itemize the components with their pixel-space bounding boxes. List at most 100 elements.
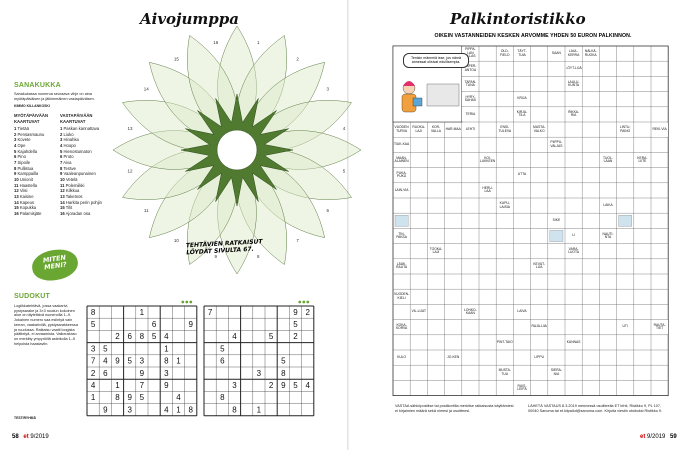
sudoku-digit: 6 — [152, 320, 157, 329]
clue-number: 9 — [14, 171, 17, 177]
clue: OLD-FIELD — [496, 46, 513, 61]
clue-text: Aiva — [63, 160, 72, 166]
clue-item: 10 Vetelä — [60, 177, 112, 183]
sudoku-digit: 5 — [293, 381, 298, 390]
clue: ENSI-TULEVA — [496, 122, 513, 137]
sudoku-digit: 8 — [164, 357, 169, 366]
clue-item: 15 Tilit — [60, 205, 112, 211]
sudoku-digit: 6 — [220, 357, 225, 366]
picture-cell — [394, 215, 409, 227]
issue: 9/2019 — [647, 434, 666, 440]
clue-text: Polemiikki — [65, 182, 85, 188]
clue-number: 6 — [60, 154, 63, 160]
clue: VARA-LUOTA — [565, 244, 582, 259]
clue-text: Tietää — [17, 126, 29, 131]
tip-number: 14 — [144, 87, 150, 92]
clue: NAUTI-NTA — [599, 228, 617, 244]
clue-number: 13 — [14, 194, 19, 200]
sanakukka-credit: KIMMO KILLANKOSKI — [14, 104, 50, 108]
clue-number: 16 — [14, 211, 19, 217]
sudoku-digit: 7 — [208, 308, 213, 317]
sanakukka-heading: SANAKUKKA — [14, 82, 61, 89]
tip-number: 11 — [144, 208, 149, 213]
clue-number: 1 — [60, 126, 63, 131]
counter-list: 1 Paskan kannattava 2 Liuko 3 Hinahka 4 Hoo… — [60, 126, 112, 217]
difficulty-dot — [185, 300, 189, 304]
sudoku-digit: 8 — [115, 393, 120, 402]
gutter — [347, 0, 349, 450]
clue-text: Hinahka — [63, 137, 79, 143]
issue: 9/2019 — [30, 434, 49, 440]
sudoku-digit: 9 — [115, 357, 120, 366]
sudoku-digit: 2 — [293, 332, 298, 341]
clue-number: 13 — [60, 194, 65, 200]
sudoku-digit: 4 — [164, 332, 169, 341]
clue: VUODEN-KIELI — [393, 289, 410, 304]
clue-text: Pensasmaunu — [17, 131, 45, 137]
sudoku-digit: 4 — [164, 405, 169, 414]
send-instructions: LÄHETÄ VASTAUS 8.3.2019 mennessä osoitte… — [528, 404, 663, 413]
page-footer-left: 58 et 9/2019 — [12, 434, 49, 440]
clue-item: 15 Kopukka — [14, 205, 60, 211]
clue: MUSTA-VALKO — [531, 122, 548, 137]
clue-item: 12 Viisi — [14, 188, 60, 194]
clue: REKI-VIA — [651, 122, 668, 137]
clue: UTTA — [513, 168, 531, 183]
clue: TUOL-LAAN — [599, 152, 617, 168]
clue: KULO — [393, 350, 410, 365]
sudoku-digit: 2 — [91, 369, 96, 378]
clue: VIL-LIJAT — [410, 304, 427, 320]
clue: KUPU-LAISIA — [496, 198, 513, 213]
sudoku-digit: 5 — [91, 320, 96, 329]
clue: TÄYT-TUIA — [513, 46, 531, 61]
clue: KIRJA-TILA — [513, 107, 531, 122]
clue-text: Tilit — [65, 205, 73, 211]
sudoku-digit: 2 — [269, 381, 274, 390]
difficulty-dot — [181, 300, 185, 304]
clue-text: Hienostumaton — [63, 148, 92, 154]
clue-text: Ajoradan osa — [65, 211, 91, 217]
clue: TERIA — [462, 107, 479, 122]
clue-number: 14 — [14, 199, 19, 205]
clue-number: 12 — [60, 188, 65, 194]
clue-text: Vetelä — [65, 177, 78, 183]
sudoku-digit: 6 — [127, 332, 132, 341]
clue-text: Kapeus — [19, 199, 35, 205]
clue-item: 10 Unionit — [14, 177, 60, 183]
clue-item: 7 Sipoile — [14, 160, 60, 166]
clue-text: Unionit — [19, 177, 33, 183]
clue: VUODEN TURVA — [393, 122, 410, 137]
subtitle: OIKEIN VASTANNEIDEN KESKEN ARVOMME YHDEN… — [434, 33, 632, 39]
clue: HERU-LAA — [479, 183, 496, 198]
sudoku-digit: 2 — [115, 332, 120, 341]
sudoku-digit: 5 — [140, 393, 145, 402]
clue-number: 5 — [60, 148, 63, 154]
clue: NÄLKÄ-RUOKA — [582, 46, 599, 61]
clue-item: 16 Palamisjäte — [14, 211, 60, 217]
clue: LI — [565, 228, 582, 244]
sudoku-digit: 2 — [305, 308, 310, 317]
clue-text: Palamisjäte — [19, 211, 42, 217]
clue-item: 5 Hienostumaton — [60, 149, 112, 155]
clue: SIERA-NIA — [548, 365, 565, 380]
clue-item: 7 Aiva — [60, 160, 112, 166]
sudoku-digit: 5 — [220, 344, 225, 353]
tip-number: 15 — [174, 56, 180, 61]
clue: RUIS-LEIPÄ — [513, 380, 531, 396]
clue-item: 1 Tietää — [14, 126, 60, 132]
clue: MAAN-ALAINEN — [393, 152, 410, 168]
sudoku-heading: SUDOKUT — [14, 293, 51, 300]
clue-number: 11 — [60, 182, 65, 188]
clue-item: 12 Kilkkua — [60, 188, 112, 194]
cartoon-shelf — [426, 83, 460, 107]
clue-text: Taketnos — [65, 194, 83, 200]
sudoku-digit: 8 — [281, 369, 286, 378]
sudoku-digit: 3 — [164, 369, 169, 378]
sudoku-digit: 9 — [188, 320, 193, 329]
sudoku-digit: 3 — [127, 405, 132, 414]
clue-number: 12 — [14, 188, 19, 194]
clue: PUKA-PUKU — [393, 168, 410, 183]
clue-text: Proto — [63, 154, 74, 160]
sudoku-digit: 1 — [257, 405, 262, 414]
